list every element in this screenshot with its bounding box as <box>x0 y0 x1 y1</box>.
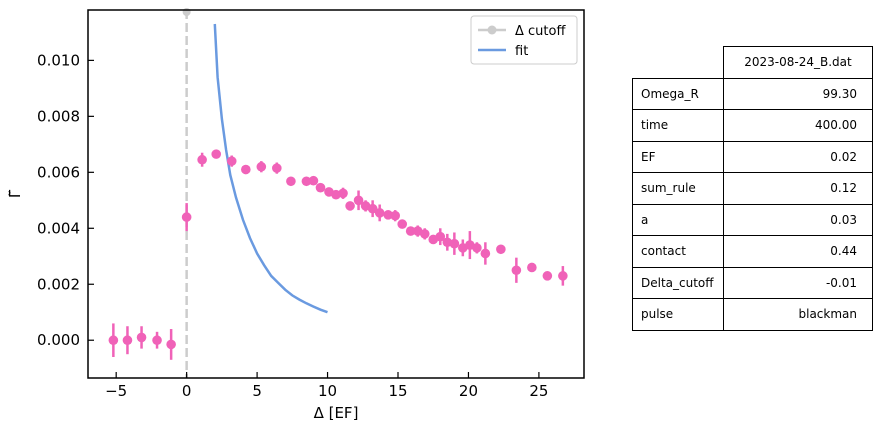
data-point <box>345 201 355 211</box>
data-point <box>353 195 364 206</box>
table-corner-cell <box>633 47 724 79</box>
y-tick-label: 0.008 <box>37 107 80 125</box>
data-point <box>181 212 192 222</box>
data-point <box>308 175 319 186</box>
table-row: time 400.00 <box>632 109 873 142</box>
data-point <box>136 332 147 343</box>
data-point <box>315 182 326 193</box>
data-point <box>397 219 408 229</box>
data-point <box>338 188 348 199</box>
legend-box <box>470 15 578 65</box>
y-tick-label: 0.000 <box>37 331 80 349</box>
fit-layer <box>213 23 328 314</box>
y-tick-label: 0.004 <box>37 219 80 237</box>
legend: Δ cutoff fit <box>470 15 578 65</box>
table-row: pulse blackman <box>632 298 873 331</box>
table-header-row: 2023-08-24_B.dat <box>633 46 873 79</box>
points-layer <box>108 149 568 360</box>
data-point <box>108 335 119 346</box>
x-ticks: −5 0 5 10 15 20 25 <box>105 372 548 400</box>
table-row: a 0.03 <box>632 203 873 236</box>
scatter-plot: −5 0 5 10 15 20 25 0.0000.0020.0040.0060.0080.… <box>6 8 585 422</box>
table-row: Omega_R 99.30 <box>632 77 873 110</box>
table-key: time <box>632 109 724 142</box>
data-point <box>367 203 378 214</box>
legend-cutoff-label: Δ cutoff <box>515 24 566 39</box>
y-tick-label: 0.006 <box>37 163 80 181</box>
data-point <box>166 339 176 350</box>
table-key: pulse <box>632 298 724 331</box>
data-point <box>390 210 400 221</box>
table-value: 99.30 <box>723 77 873 110</box>
data-point <box>301 176 312 187</box>
table-key: sum_rule <box>632 172 724 205</box>
table-key: contact <box>632 235 724 268</box>
table-key: Delta_cutoff <box>632 266 724 299</box>
x-tick-label: 0 <box>182 382 192 400</box>
data-point <box>241 164 251 175</box>
data-point <box>496 244 506 255</box>
data-point <box>383 210 393 220</box>
x-tick-label: −5 <box>105 382 127 400</box>
table-value: 0.02 <box>723 140 873 173</box>
data-point <box>527 262 537 273</box>
table-value: blackman <box>723 298 873 331</box>
legend-cutoff-marker <box>487 25 497 35</box>
data-point <box>472 243 482 253</box>
delta-cutoff-marker <box>182 8 191 16</box>
data-point <box>435 231 446 242</box>
data-point <box>542 271 553 281</box>
table-value: 0.44 <box>723 235 873 268</box>
data-point <box>286 176 296 187</box>
data-point <box>256 161 267 172</box>
table-row: sum_rule 0.12 <box>632 172 873 205</box>
plot-frame <box>87 9 585 379</box>
table-value: 0.12 <box>723 172 873 205</box>
y-axis-label: Γ̃ <box>6 189 24 198</box>
data-point <box>197 154 207 165</box>
x-tick-label: 5 <box>252 382 262 400</box>
data-point <box>374 208 385 218</box>
data-point <box>558 271 568 281</box>
data-point <box>122 335 133 346</box>
legend-fit-label: fit <box>515 44 528 59</box>
data-point <box>419 229 430 239</box>
table-value: 400.00 <box>723 109 873 142</box>
data-point <box>405 226 416 236</box>
y-ticks: 0.000 0.002 0.004 0.006 0.008 0.010 <box>37 51 94 349</box>
data-point <box>152 335 162 346</box>
data-point <box>272 163 282 173</box>
table-row: contact 0.44 <box>632 235 873 268</box>
x-tick-label: 15 <box>388 382 407 400</box>
table-key: a <box>632 203 724 236</box>
data-point <box>211 149 222 159</box>
fit-curve <box>213 23 328 314</box>
table-key: Omega_R <box>632 77 724 110</box>
y-tick-label: 0.010 <box>37 51 80 69</box>
data-point <box>226 156 237 166</box>
table-file-cell: 2023-08-24_B.dat <box>723 46 873 79</box>
parameter-table: 2023-08-24_B.dat Omega_R 99.30 time 400.00… <box>632 46 873 331</box>
y-tick-label: 0.002 <box>37 275 80 293</box>
x-tick-label: 20 <box>459 382 478 400</box>
table-row: Delta_cutoff -0.01 <box>632 266 873 299</box>
cutoff-layer <box>182 8 191 378</box>
x-tick-label: 25 <box>529 382 548 400</box>
data-point <box>449 238 460 249</box>
table-value: -0.01 <box>723 266 873 299</box>
x-tick-label: 10 <box>318 382 337 400</box>
x-axis-label: Δ [EF] <box>314 404 359 422</box>
data-point <box>480 248 491 259</box>
table-row: EF 0.02 <box>632 140 873 173</box>
table-value: 0.03 <box>723 203 873 236</box>
data-point <box>511 265 522 276</box>
table-key: EF <box>632 140 724 173</box>
